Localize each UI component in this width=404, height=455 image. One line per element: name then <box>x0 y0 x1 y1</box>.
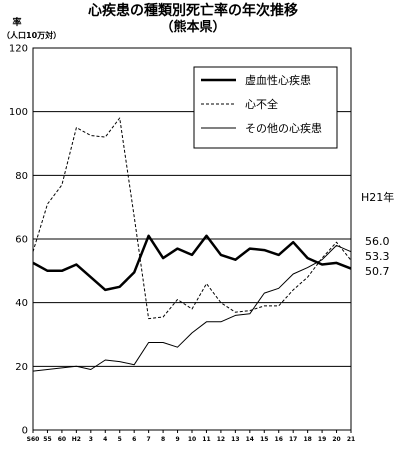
end-label-other: 56.0 <box>365 235 390 248</box>
x-tick-label: 60 <box>58 436 66 443</box>
x-tick-label: 18 <box>303 436 311 443</box>
y-tick-label: 0 <box>22 426 28 437</box>
x-tick-label: 14 <box>246 436 254 443</box>
x-tick-label: 12 <box>217 436 225 443</box>
legend-label-ischemic: 虚血性心疾患 <box>245 73 311 87</box>
x-tick-label: 19 <box>318 436 326 443</box>
x-tick-label: 17 <box>289 436 297 443</box>
gridlines <box>33 111 351 367</box>
series-lines <box>32 117 352 372</box>
x-tick-label: 7 <box>147 436 151 443</box>
x-tick-label: 11 <box>202 436 210 443</box>
x-tick-label: 20 <box>332 436 340 443</box>
x-tick-label: S60 <box>27 436 40 443</box>
y-tick-labels: 0 20 40 60 80 100 120 <box>9 44 28 437</box>
legend-label-heart-failure: 心不全 <box>245 97 278 111</box>
series-line-ischemic <box>32 234 352 292</box>
x-tick-label: 8 <box>161 436 165 443</box>
y-axis-label: 率 <box>12 16 21 28</box>
x-tick-labels: S60 55 60 H2 3 4 5 6 7 8 9 10 11 12 13 14 15 16 17 18 19 20 21 <box>27 430 355 443</box>
x-tick-label: 9 <box>175 436 179 443</box>
legend-label-other: その他の心疾患 <box>245 121 322 135</box>
plot-area-frame <box>32 47 352 431</box>
y-axis-unit: （人口10万対） <box>2 30 61 40</box>
x-tick-label: 13 <box>231 436 239 443</box>
y-tick-label: 80 <box>15 171 28 182</box>
end-label-header: H21年 <box>361 190 394 204</box>
x-tick-label: H2 <box>72 436 81 443</box>
x-tick-label: 5 <box>118 436 122 443</box>
x-tick-label: 3 <box>89 436 93 443</box>
legend: 虚血性心疾患 心不全 その他の心疾患 <box>193 66 338 149</box>
y-tick-label: 100 <box>9 107 28 118</box>
x-tick-label: 6 <box>132 436 136 443</box>
x-tick-label: 21 <box>347 436 355 443</box>
chart-subtitle: （熊本県） <box>160 19 225 35</box>
y-tick-label: 40 <box>15 298 28 309</box>
end-label-ischemic: 50.7 <box>365 265 390 278</box>
y-tick-label: 20 <box>15 362 28 373</box>
y-tick-label: 60 <box>15 235 28 246</box>
x-tick-label: 4 <box>103 436 107 443</box>
x-tick-label: 10 <box>188 436 196 443</box>
x-tick-label: 15 <box>260 436 268 443</box>
x-tick-label: 16 <box>275 436 283 443</box>
x-tick-label: 55 <box>43 436 51 443</box>
series-line-heart-failure <box>32 117 352 320</box>
end-label-heart-failure: 53.3 <box>365 250 390 263</box>
series-line-other <box>32 244 352 372</box>
y-tick-label: 120 <box>9 44 28 55</box>
chart-title: 心疾患の種類別死亡率の年次推移 <box>88 2 298 19</box>
